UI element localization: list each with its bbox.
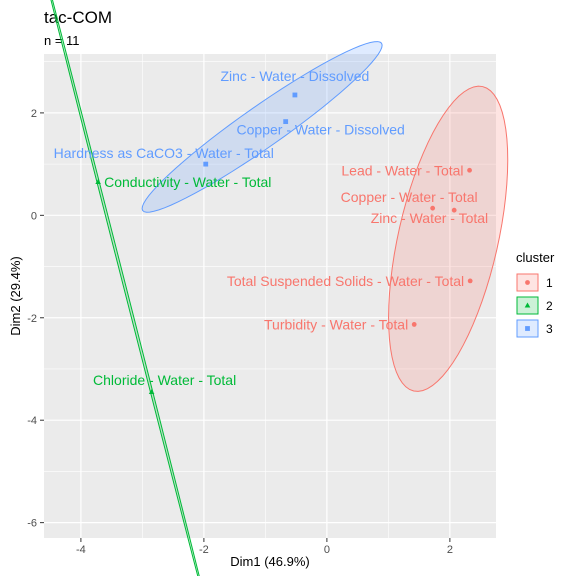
point-labels: Lead - Water - Total Copper - Water - Tot…	[54, 68, 489, 388]
x-tick-label: -2	[199, 544, 209, 556]
cluster-1-point	[467, 167, 472, 173]
y-tick-label: -6	[27, 518, 37, 530]
point-label: Zinc - Water - Total	[371, 210, 488, 226]
x-tick-label: 2	[447, 544, 453, 556]
point-label: Hardness as CaCO3 - Water - Total	[54, 145, 274, 161]
point-label: Conductivity - Water - Total	[104, 174, 271, 190]
cluster-1-point	[430, 205, 436, 211]
x-tick-label: -4	[76, 544, 86, 556]
x-axis-ticks: -4 -2 0 2	[76, 538, 453, 556]
plot-panel	[44, 54, 496, 538]
legend-marker-2	[524, 302, 531, 308]
point-label: Zinc - Water - Dissolved	[220, 68, 369, 84]
cluster-1-point	[451, 207, 457, 213]
cluster-1-point	[467, 278, 473, 284]
legend: cluster 1 2 3	[516, 250, 555, 338]
legend-label-2: 2	[546, 299, 553, 313]
cluster-2-point	[95, 179, 101, 185]
chart-title: tac-COM	[44, 8, 112, 27]
y-tick-label: 0	[31, 210, 37, 222]
legend-marker-3	[525, 326, 530, 331]
cluster-1-ellipse	[388, 85, 509, 392]
point-label: Turbidity - Water - Total	[264, 316, 408, 332]
legend-label-3: 3	[546, 322, 553, 336]
chart-subtitle: n = 11	[44, 33, 80, 48]
cluster-2-point	[148, 389, 155, 395]
point-label: Total Suspended Solids - Water - Total	[227, 273, 464, 289]
point-label: Copper - Water - Total	[341, 189, 478, 205]
legend-title: cluster	[516, 250, 555, 265]
y-axis-ticks: 2 0 -2 -4 -6	[27, 108, 44, 530]
point-label: Copper - Water - Dissolved	[237, 122, 405, 138]
cluster-3-point	[292, 92, 298, 98]
cluster-2-ellipse	[50, 0, 200, 576]
y-axis-label: Dim2 (29.4%)	[8, 256, 23, 335]
x-tick-label: 0	[324, 544, 330, 556]
cluster-1-point	[411, 322, 417, 327]
cluster-3-point	[203, 161, 209, 167]
y-tick-label: -4	[27, 415, 37, 427]
point-label: Chloride - Water - Total	[93, 372, 236, 388]
data-points	[95, 92, 473, 395]
y-tick-label: -2	[27, 313, 37, 325]
major-gridlines	[44, 54, 496, 538]
cluster-3-ellipse	[141, 41, 383, 213]
cluster-3-point	[283, 119, 289, 125]
legend-label-1: 1	[546, 276, 553, 290]
legend-marker-1	[525, 280, 530, 285]
cluster-ellipses	[50, 0, 509, 576]
point-label: Lead - Water - Total	[341, 162, 463, 178]
minor-gridlines	[19, 54, 512, 538]
x-axis-label: Dim1 (46.9%)	[230, 554, 309, 569]
y-tick-label: 2	[31, 108, 37, 120]
